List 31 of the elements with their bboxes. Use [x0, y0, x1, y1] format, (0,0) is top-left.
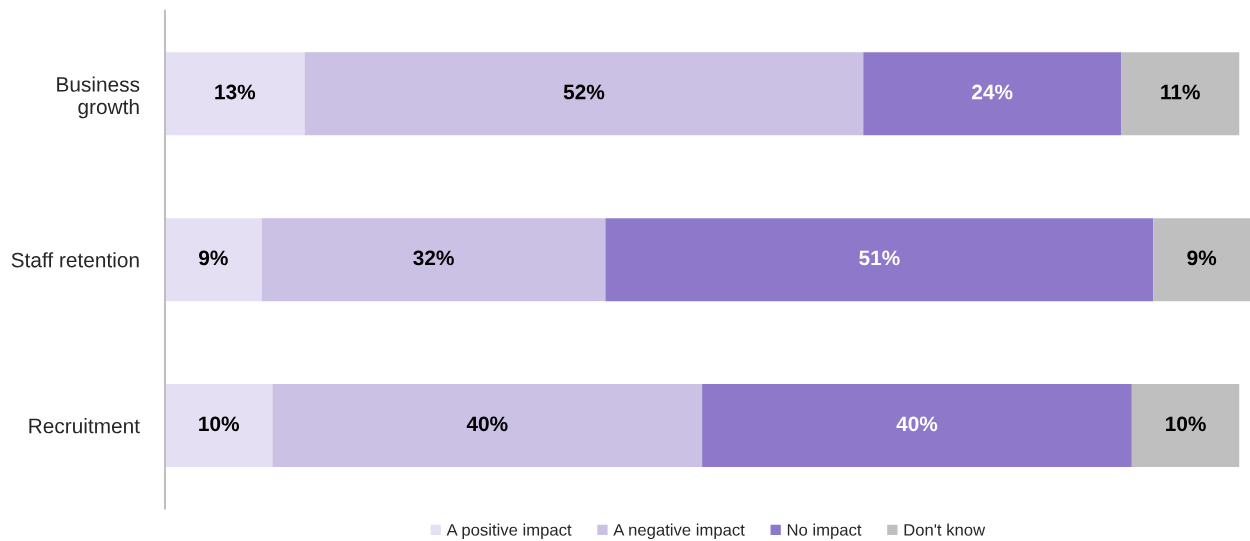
bar [165, 384, 273, 468]
data-label: 24% [972, 84, 1013, 100]
data-label: 9% [1187, 250, 1217, 266]
data-label: 10% [1166, 416, 1206, 432]
data-label: 10% [199, 416, 240, 432]
data-label: 40% [466, 416, 508, 432]
data-label: 13% [215, 84, 256, 100]
data-label: 11% [1161, 84, 1200, 100]
bar [261, 218, 606, 302]
y-tick-label: Recruitment [29, 418, 140, 434]
data-label: 51% [859, 250, 900, 266]
bar [863, 52, 1122, 136]
legend-label: Don't know [904, 523, 986, 536]
y-tick-label: Business growth [57, 76, 140, 119]
legend-label: No impact [787, 523, 862, 540]
data-label: 52% [563, 84, 605, 100]
data-label: 32% [413, 250, 454, 266]
bar [272, 384, 703, 468]
legend-label: A positive impact [446, 523, 572, 540]
bar [1153, 218, 1250, 302]
bar [304, 52, 864, 136]
bar [165, 218, 262, 302]
data-label: 9% [199, 250, 228, 266]
bar [702, 384, 1132, 468]
legend-label: A negative impact [613, 523, 745, 540]
bar [1121, 52, 1240, 136]
bar [1131, 384, 1240, 468]
bar [605, 218, 1154, 302]
bar [165, 52, 305, 136]
y-tick-label: Staff retention [11, 252, 139, 268]
data-label: 40% [896, 416, 938, 432]
